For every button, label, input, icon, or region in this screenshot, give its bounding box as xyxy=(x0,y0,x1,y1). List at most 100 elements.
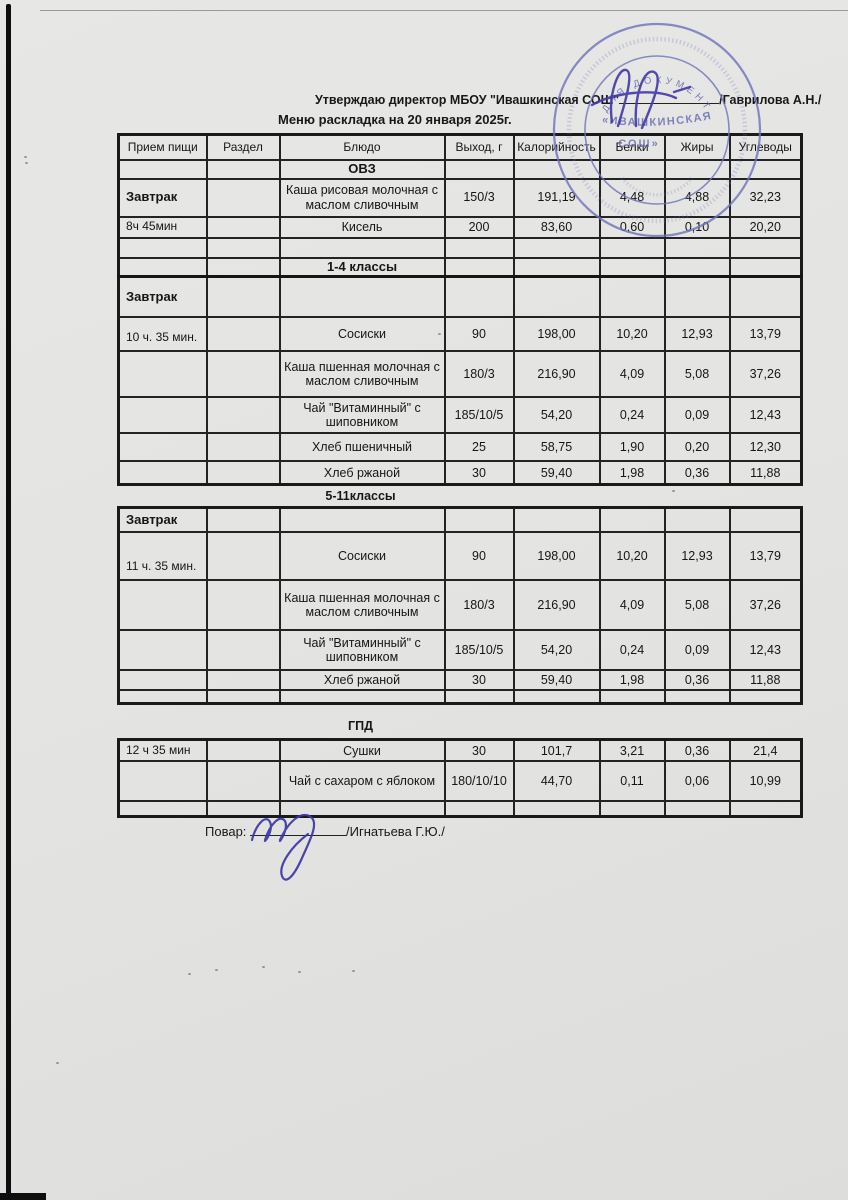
cell-section xyxy=(205,177,281,218)
table-row xyxy=(117,688,803,705)
cell-meal xyxy=(117,688,208,705)
cell-calories: 198,00 xyxy=(512,530,601,581)
cell-meal xyxy=(117,431,208,462)
cell-dish: Сушки xyxy=(278,738,446,762)
cell-portion xyxy=(443,688,515,705)
cell-fat: 5,08 xyxy=(663,578,731,631)
cell-protein: 4,48 xyxy=(598,177,666,218)
cell-protein: 0,24 xyxy=(598,395,666,434)
cell-carbs: 21,4 xyxy=(728,738,803,762)
cell-portion: 30 xyxy=(443,459,515,486)
cell-calories: 216,90 xyxy=(512,349,601,398)
cell-section xyxy=(205,431,281,462)
cell-dish: Каша пшенная молочная с маслом сливочным xyxy=(278,349,446,398)
cell-section xyxy=(205,688,281,705)
cell-section xyxy=(205,158,281,180)
cell-meal: 12 ч 35 мин xyxy=(117,738,208,762)
cell-calories: 191,19 xyxy=(512,177,601,218)
table-row: Чай с сахаром с яблоком 180/10/10 44,70 0,1… xyxy=(117,759,803,802)
cell-fat: 0,36 xyxy=(663,738,731,762)
cell-dish: Чай "Витаминный" с шиповником xyxy=(278,628,446,671)
cell-carbs: 13,79 xyxy=(728,315,803,352)
cell-portion xyxy=(443,256,515,278)
scan-speck xyxy=(352,970,355,972)
cell-fat: 4,88 xyxy=(663,177,731,218)
cell-portion: 90 xyxy=(443,315,515,352)
cell-carbs: 11,88 xyxy=(728,459,803,486)
table-row xyxy=(117,236,803,259)
cell-meal xyxy=(117,395,208,434)
cell-section xyxy=(205,799,281,818)
column-header-row: Прием пищи Раздел Блюдо Выход, г Калорийност… xyxy=(117,133,803,161)
column-header-section: Раздел xyxy=(205,133,281,161)
cell-portion: 25 xyxy=(443,431,515,462)
menu-table-gpd: 12 ч 35 мин Сушки 30 101,7 3,21 0,36 21,4 Чай с… xyxy=(117,738,803,819)
cell-protein xyxy=(598,799,666,818)
cell-section xyxy=(205,459,281,486)
scan-speck xyxy=(672,490,675,492)
cell-portion: 180/3 xyxy=(443,349,515,398)
cell-meal: 8ч 45мин xyxy=(117,215,208,239)
column-header-dish: Блюдо xyxy=(278,133,446,161)
cell-section xyxy=(205,759,281,802)
cell-section xyxy=(205,530,281,581)
cell-portion: 150/3 xyxy=(443,177,515,218)
cell-protein: 10,20 xyxy=(598,315,666,352)
cell-meal: Завтрак xyxy=(117,177,208,218)
cell-protein xyxy=(598,236,666,259)
cell-fat: 0,36 xyxy=(663,459,731,486)
cell-dish: ОВЗ xyxy=(278,158,446,180)
cell-carbs: 12,43 xyxy=(728,628,803,671)
cell-protein: 0,60 xyxy=(598,215,666,239)
cell-protein: 3,21 xyxy=(598,738,666,762)
cell-calories: 59,40 xyxy=(512,668,601,691)
cell-protein: 10,20 xyxy=(598,530,666,581)
cell-portion: 90 xyxy=(443,530,515,581)
cell-portion: 185/10/5 xyxy=(443,395,515,434)
table-row: Каша пшенная молочная с маслом сливочным… xyxy=(117,578,803,631)
section-label: ГПД xyxy=(348,719,373,734)
cell-carbs: 11,88 xyxy=(728,668,803,691)
cell-carbs xyxy=(728,799,803,818)
cell-dish xyxy=(278,275,446,318)
cell-protein xyxy=(598,275,666,318)
cell-fat xyxy=(663,799,731,818)
cell-carbs: 37,26 xyxy=(728,578,803,631)
cell-portion: 180/3 xyxy=(443,578,515,631)
cell-dish: Хлеб пшеничный xyxy=(278,431,446,462)
cell-protein: 0,11 xyxy=(598,759,666,802)
cell-protein xyxy=(598,158,666,180)
cell-section xyxy=(205,275,281,318)
cell-dish: Сосиски xyxy=(278,530,446,581)
table-row: Завтрак Каша рисовая молочная с маслом сл… xyxy=(117,177,803,218)
cell-portion: 185/10/5 xyxy=(443,628,515,671)
cell-calories xyxy=(512,799,601,818)
table-row: Хлеб ржаной 30 59,40 1,98 0,36 11,88 xyxy=(117,459,803,486)
cell-carbs xyxy=(728,688,803,705)
cell-protein xyxy=(598,506,666,533)
table-row xyxy=(117,799,803,818)
cell-meal xyxy=(117,236,208,259)
cell-section xyxy=(205,578,281,631)
cell-fat: 0,20 xyxy=(663,431,731,462)
table-row: 8ч 45мин Кисель 200 83,60 0,60 0,10 20,20 xyxy=(117,215,803,239)
cell-portion xyxy=(443,506,515,533)
cell-section xyxy=(205,395,281,434)
cell-dish: Хлеб ржаной xyxy=(278,459,446,486)
cell-meal xyxy=(117,578,208,631)
approval-text: Утверждаю директор МБОУ "Ивашкинская СОШ… xyxy=(315,93,620,107)
cell-fat xyxy=(663,506,731,533)
scan-speck xyxy=(56,1062,59,1064)
page-title: Меню раскладка на 20 января 2025г. xyxy=(278,112,512,127)
cell-meal xyxy=(117,668,208,691)
cook-label: Повар: xyxy=(205,824,247,839)
director-signature-line xyxy=(619,91,720,104)
cell-calories xyxy=(512,688,601,705)
cell-fat xyxy=(663,275,731,318)
cell-protein xyxy=(598,256,666,278)
approval-line: Утверждаю директор МБОУ "Ивашкинская СОШ… xyxy=(315,91,821,107)
cell-carbs: 10,99 xyxy=(728,759,803,802)
cell-calories: 44,70 xyxy=(512,759,601,802)
cell-section xyxy=(205,349,281,398)
cell-portion xyxy=(443,799,515,818)
